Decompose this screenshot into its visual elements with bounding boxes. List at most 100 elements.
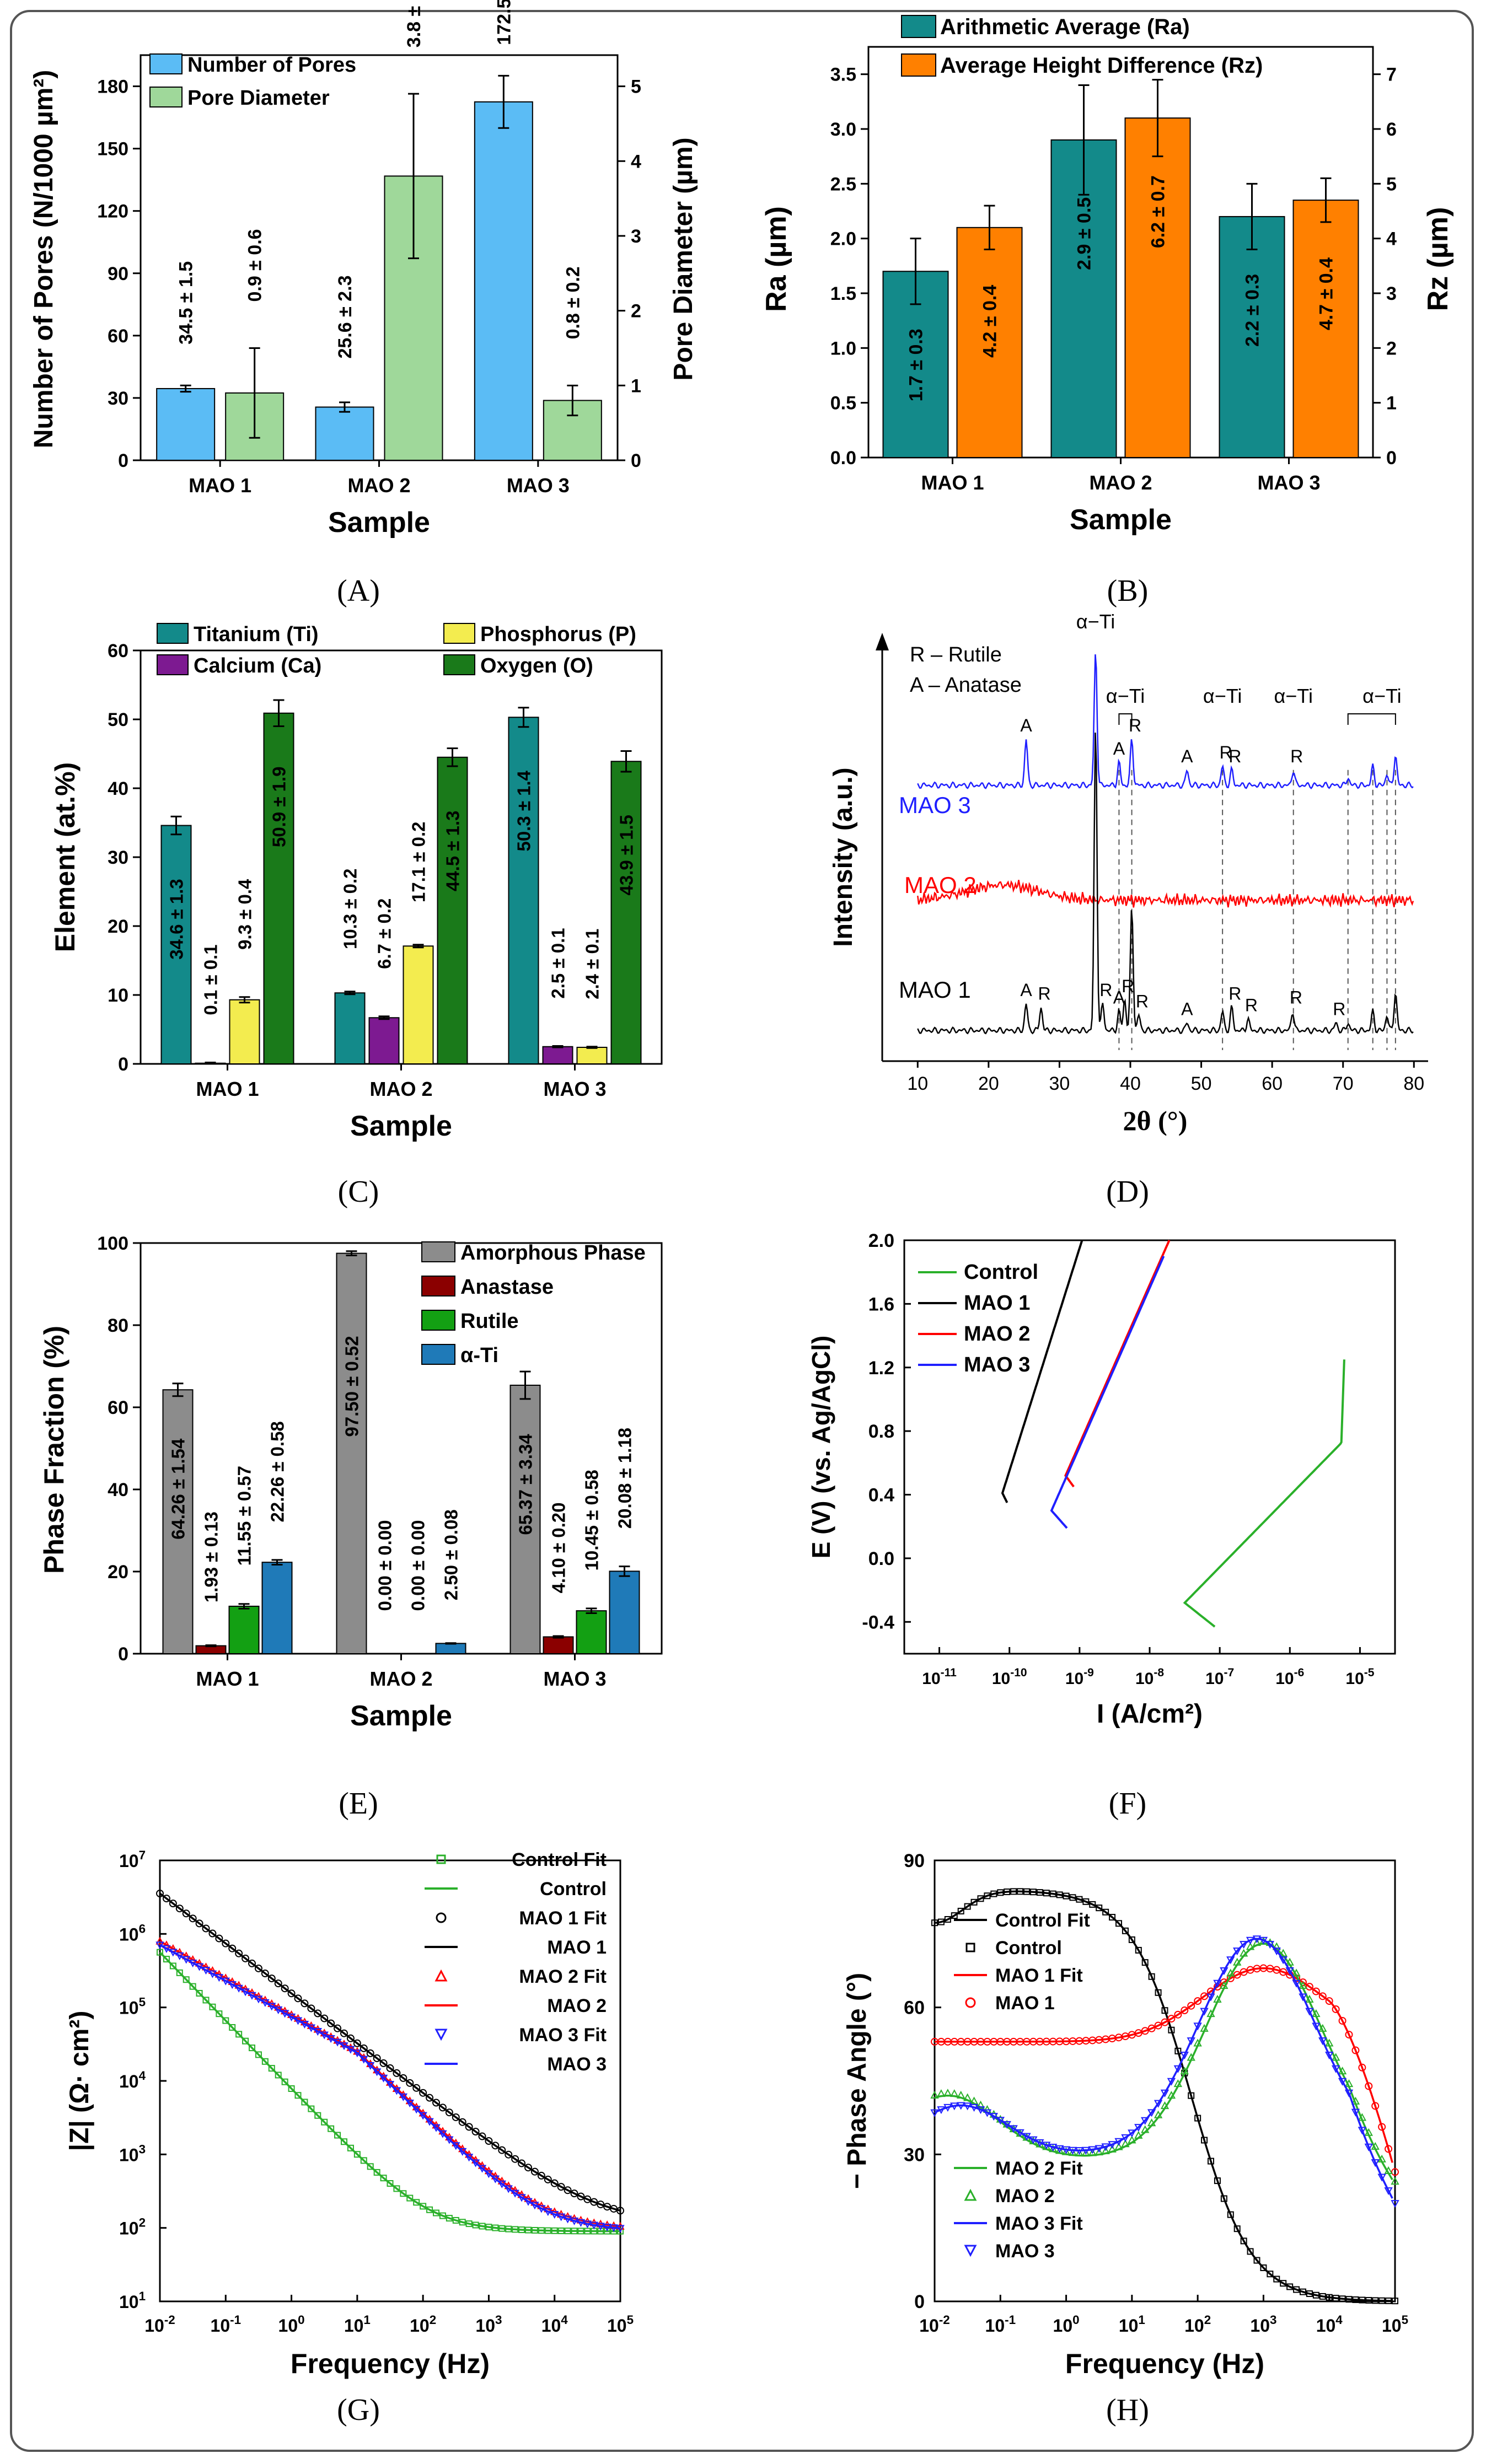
legend-label: MAO 2 — [547, 1995, 607, 2016]
data-marker — [491, 2175, 500, 2183]
data-marker — [1069, 1894, 1076, 1901]
data-marker — [373, 2169, 380, 2176]
y-tick-label: -0.4 — [862, 1612, 894, 1633]
y-tick-label: 120 — [97, 201, 128, 222]
data-marker — [452, 2142, 460, 2150]
data-marker — [1378, 2297, 1386, 2304]
data-marker — [984, 1892, 991, 1900]
y-tick-label: 3.5 — [830, 64, 856, 85]
data-marker — [386, 2064, 394, 2072]
data-marker — [943, 2089, 952, 2097]
data-marker — [176, 1969, 183, 1976]
y-tick-label: 107 — [119, 1848, 146, 1871]
data-marker — [274, 2006, 283, 2014]
data-marker — [353, 2049, 362, 2058]
peak-annotation: α−Ti — [1076, 610, 1115, 633]
data-marker — [1233, 1957, 1242, 1966]
bar — [315, 406, 374, 461]
data-marker — [964, 1903, 971, 1910]
data-marker — [425, 2118, 434, 2126]
data-marker — [419, 2089, 427, 2097]
data-marker — [1378, 2123, 1386, 2131]
data-marker — [1371, 2159, 1380, 2167]
data-marker — [1293, 2286, 1300, 2293]
data-marker — [1246, 1936, 1255, 1945]
data-marker — [1351, 2108, 1360, 2117]
x-tick-label: 10-10 — [992, 1666, 1027, 1688]
y-tick-label: 1.0 — [830, 338, 856, 359]
data-marker — [1253, 2257, 1260, 2264]
data-marker — [1377, 2154, 1386, 2162]
y-tick-label: 102 — [119, 2216, 146, 2239]
y-tick-label: 60 — [108, 1397, 128, 1418]
panel-caption-b: (B) — [1107, 574, 1149, 608]
data-label: 9.3 ± 0.4 — [235, 879, 255, 950]
y2-tick-label: 5 — [631, 77, 641, 98]
y-axis-arrow — [876, 633, 889, 650]
bar — [160, 825, 192, 1064]
data-marker — [1075, 2147, 1084, 2155]
series-line-mao-3 — [1050, 1256, 1165, 1529]
data-marker — [589, 2221, 598, 2230]
y2-tick-label: 3 — [1386, 283, 1397, 304]
data-marker — [155, 1936, 164, 1945]
data-marker — [1220, 2195, 1227, 2202]
data-marker — [1134, 2124, 1143, 2132]
panel-caption-g: (G) — [337, 2393, 380, 2427]
data-marker — [400, 2190, 407, 2197]
data-marker — [596, 2223, 605, 2231]
x-tick-label: MAO 2 — [347, 474, 410, 497]
data-marker — [1312, 2022, 1321, 2031]
data-marker — [1325, 1997, 1333, 2005]
peak-annotation: α−Ti — [1106, 685, 1145, 707]
x-axis-label: Sample — [328, 507, 430, 539]
data-marker — [1279, 1956, 1287, 1965]
y2-tick-label: 6 — [1386, 119, 1397, 140]
data-marker — [347, 2144, 354, 2151]
y-tick-label: 3.0 — [830, 119, 856, 140]
data-marker — [1252, 1938, 1262, 1946]
data-marker — [360, 2157, 367, 2164]
legend-label: Control Fit — [995, 1910, 1090, 1931]
data-marker — [1371, 2102, 1380, 2110]
data-marker — [1160, 2089, 1170, 2097]
data-marker — [1101, 2146, 1110, 2154]
data-marker — [1154, 2110, 1163, 2118]
data-label: 50.9 ± 1.9 — [269, 766, 289, 847]
x-tick-label: 80 — [1403, 1073, 1424, 1094]
data-marker — [314, 2009, 322, 2018]
data-label: 3.8 ± 1.1 — [404, 0, 425, 47]
y-tick-label: 0.8 — [868, 1421, 894, 1442]
data-marker — [372, 2068, 382, 2076]
legend-label: MAO 3 Fit — [519, 2025, 607, 2046]
data-marker — [937, 1918, 945, 1925]
data-marker — [1331, 2065, 1340, 2073]
data-marker — [1009, 2125, 1018, 2133]
data-marker — [1285, 1957, 1294, 1966]
chart-E: 0 20 40 60 80 100 MAO 1 64.26 ± 1.54 1.93 ± 0.13… — [39, 1233, 663, 1732]
data-label: 2.5 ± 0.1 — [548, 928, 568, 998]
data-marker — [530, 2167, 539, 2176]
legend-label: MAO 2 Fit — [519, 1966, 607, 1987]
peak-label: R — [1220, 743, 1232, 762]
data-marker — [1128, 2129, 1136, 2138]
data-marker — [1147, 2118, 1156, 2127]
data-label: 2.4 ± 0.1 — [582, 929, 603, 999]
data-marker — [1168, 2026, 1175, 2033]
y-axis-label: Element (at.%) — [50, 762, 81, 953]
data-marker — [156, 1889, 164, 1897]
peak-annotation: α−Ti — [1203, 685, 1242, 707]
data-marker — [1227, 2211, 1234, 2218]
data-marker — [459, 2219, 466, 2226]
peak-annotation: α−Ti — [1274, 685, 1313, 707]
legend-label: Control Fit — [512, 1849, 607, 1870]
data-marker — [327, 2019, 335, 2027]
y-tick-label: 30 — [108, 388, 128, 409]
legend-swatch — [421, 1276, 455, 1296]
data-marker — [1173, 2079, 1183, 2088]
data-marker — [1135, 1946, 1142, 1954]
data-marker — [1226, 1968, 1235, 1977]
data-label: 2.2 ± 0.3 — [1242, 274, 1263, 347]
data-marker — [1279, 1949, 1287, 1957]
data-label: 17.1 ± 0.2 — [409, 821, 429, 902]
